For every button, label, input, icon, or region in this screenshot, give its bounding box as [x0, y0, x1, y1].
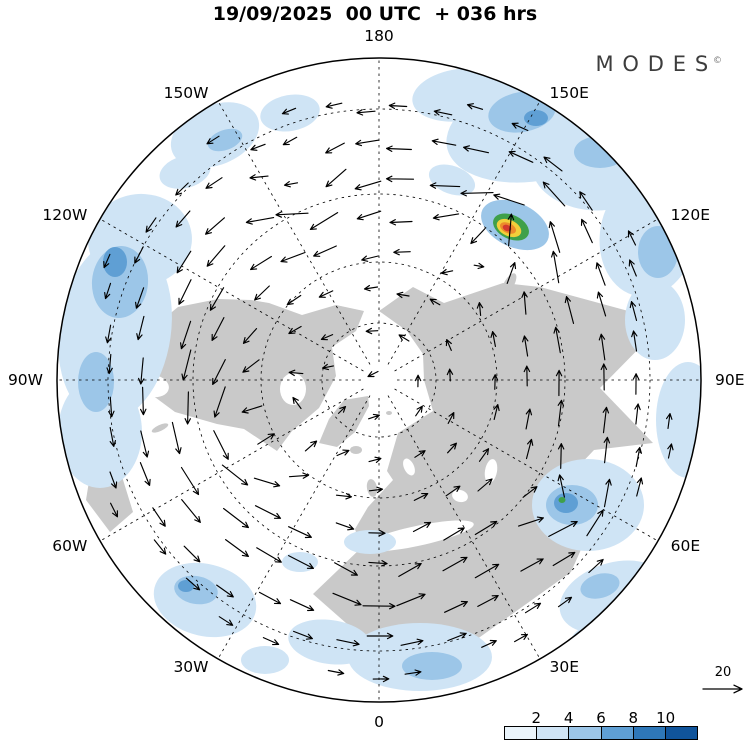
- intense-precip-spot: [493, 213, 566, 503]
- lon-label: 150W: [163, 84, 209, 103]
- lon-label: 60W: [52, 536, 88, 555]
- lon-label: 120E: [670, 205, 711, 224]
- copyright-icon: ©: [713, 56, 722, 66]
- lon-label: 150E: [549, 84, 589, 103]
- lon-label: 90W: [7, 371, 43, 389]
- lon-label: 30E: [549, 657, 580, 676]
- reference-vector-arrow-icon: [702, 684, 743, 694]
- legend-tick-label: 8: [628, 709, 639, 727]
- map-boundary: [56, 57, 702, 703]
- legend-tick-label: 10: [656, 709, 676, 727]
- lon-label: 120W: [42, 205, 88, 224]
- legend-colorbar: 2 4 6 8 10: [504, 709, 698, 743]
- modes-logo-text: MODES: [595, 52, 717, 76]
- modes-logo: MODES©: [595, 52, 722, 76]
- legend-tick-label: 6: [596, 709, 606, 727]
- reference-vector-label: 20: [714, 665, 732, 680]
- lon-label: 0: [374, 713, 384, 731]
- legend-cell: [568, 727, 601, 739]
- legend-cell: [536, 727, 569, 739]
- reference-vector: 20: [700, 665, 746, 696]
- legend-cell: [632, 727, 665, 739]
- legend-cell: [600, 727, 633, 739]
- legend-tick-label: 2: [531, 709, 542, 727]
- legend-cell: [505, 727, 537, 739]
- legend-bar: [504, 726, 698, 740]
- lon-label: 90E: [715, 371, 745, 389]
- legend-tick-label: 4: [563, 709, 574, 727]
- page-title: 19/09/2025 00 UTC + 036 hrs: [212, 3, 538, 25]
- lon-label: 30W: [173, 657, 209, 676]
- lon-label: 180: [364, 27, 394, 45]
- legend-cell: [664, 727, 698, 739]
- legend-tick-labels: 2 4 6 8 10: [504, 709, 698, 727]
- wind-arrows-layer: [103, 102, 674, 683]
- lon-label: 60E: [670, 536, 701, 555]
